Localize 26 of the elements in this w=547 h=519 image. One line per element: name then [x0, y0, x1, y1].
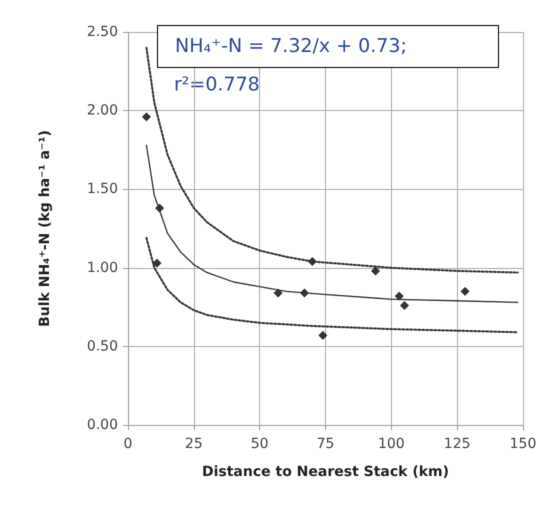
point	[274, 288, 283, 298]
x-axis-title: Distance to Nearest Stack (km)	[202, 464, 450, 480]
y-tick-label: 2.50	[86, 24, 118, 40]
x-tick-label: 150	[510, 436, 536, 452]
line-series	[145, 236, 519, 334]
point	[318, 330, 328, 340]
x-tick-label: 75	[316, 436, 334, 452]
x-tick-label: 125	[444, 436, 471, 452]
y-tick-label: 0.50	[86, 338, 118, 354]
point	[371, 266, 380, 276]
y-tick-label: 1.00	[86, 260, 118, 276]
point	[400, 301, 409, 310]
y-tick-label: 0.00	[86, 417, 118, 433]
point	[460, 286, 470, 296]
x-tick-label: 0	[124, 436, 132, 452]
annotation: r²=0.778	[174, 74, 260, 96]
point	[394, 292, 404, 301]
x-tick-label: 50	[250, 436, 269, 452]
point	[142, 112, 151, 122]
y-tick-label: 2.00	[86, 102, 118, 119]
y-axis-title: Bulk NH₄⁺-N (kg ha⁻¹ a⁻¹)	[37, 130, 53, 327]
y-tick-label: 1.50	[86, 181, 118, 198]
text-box: NH₄⁺-N = 7.32/x + 0.73;	[157, 25, 499, 68]
x-tick-label: 100	[378, 436, 405, 452]
line-series	[146, 144, 518, 304]
x-tick-label: 25	[184, 436, 203, 452]
